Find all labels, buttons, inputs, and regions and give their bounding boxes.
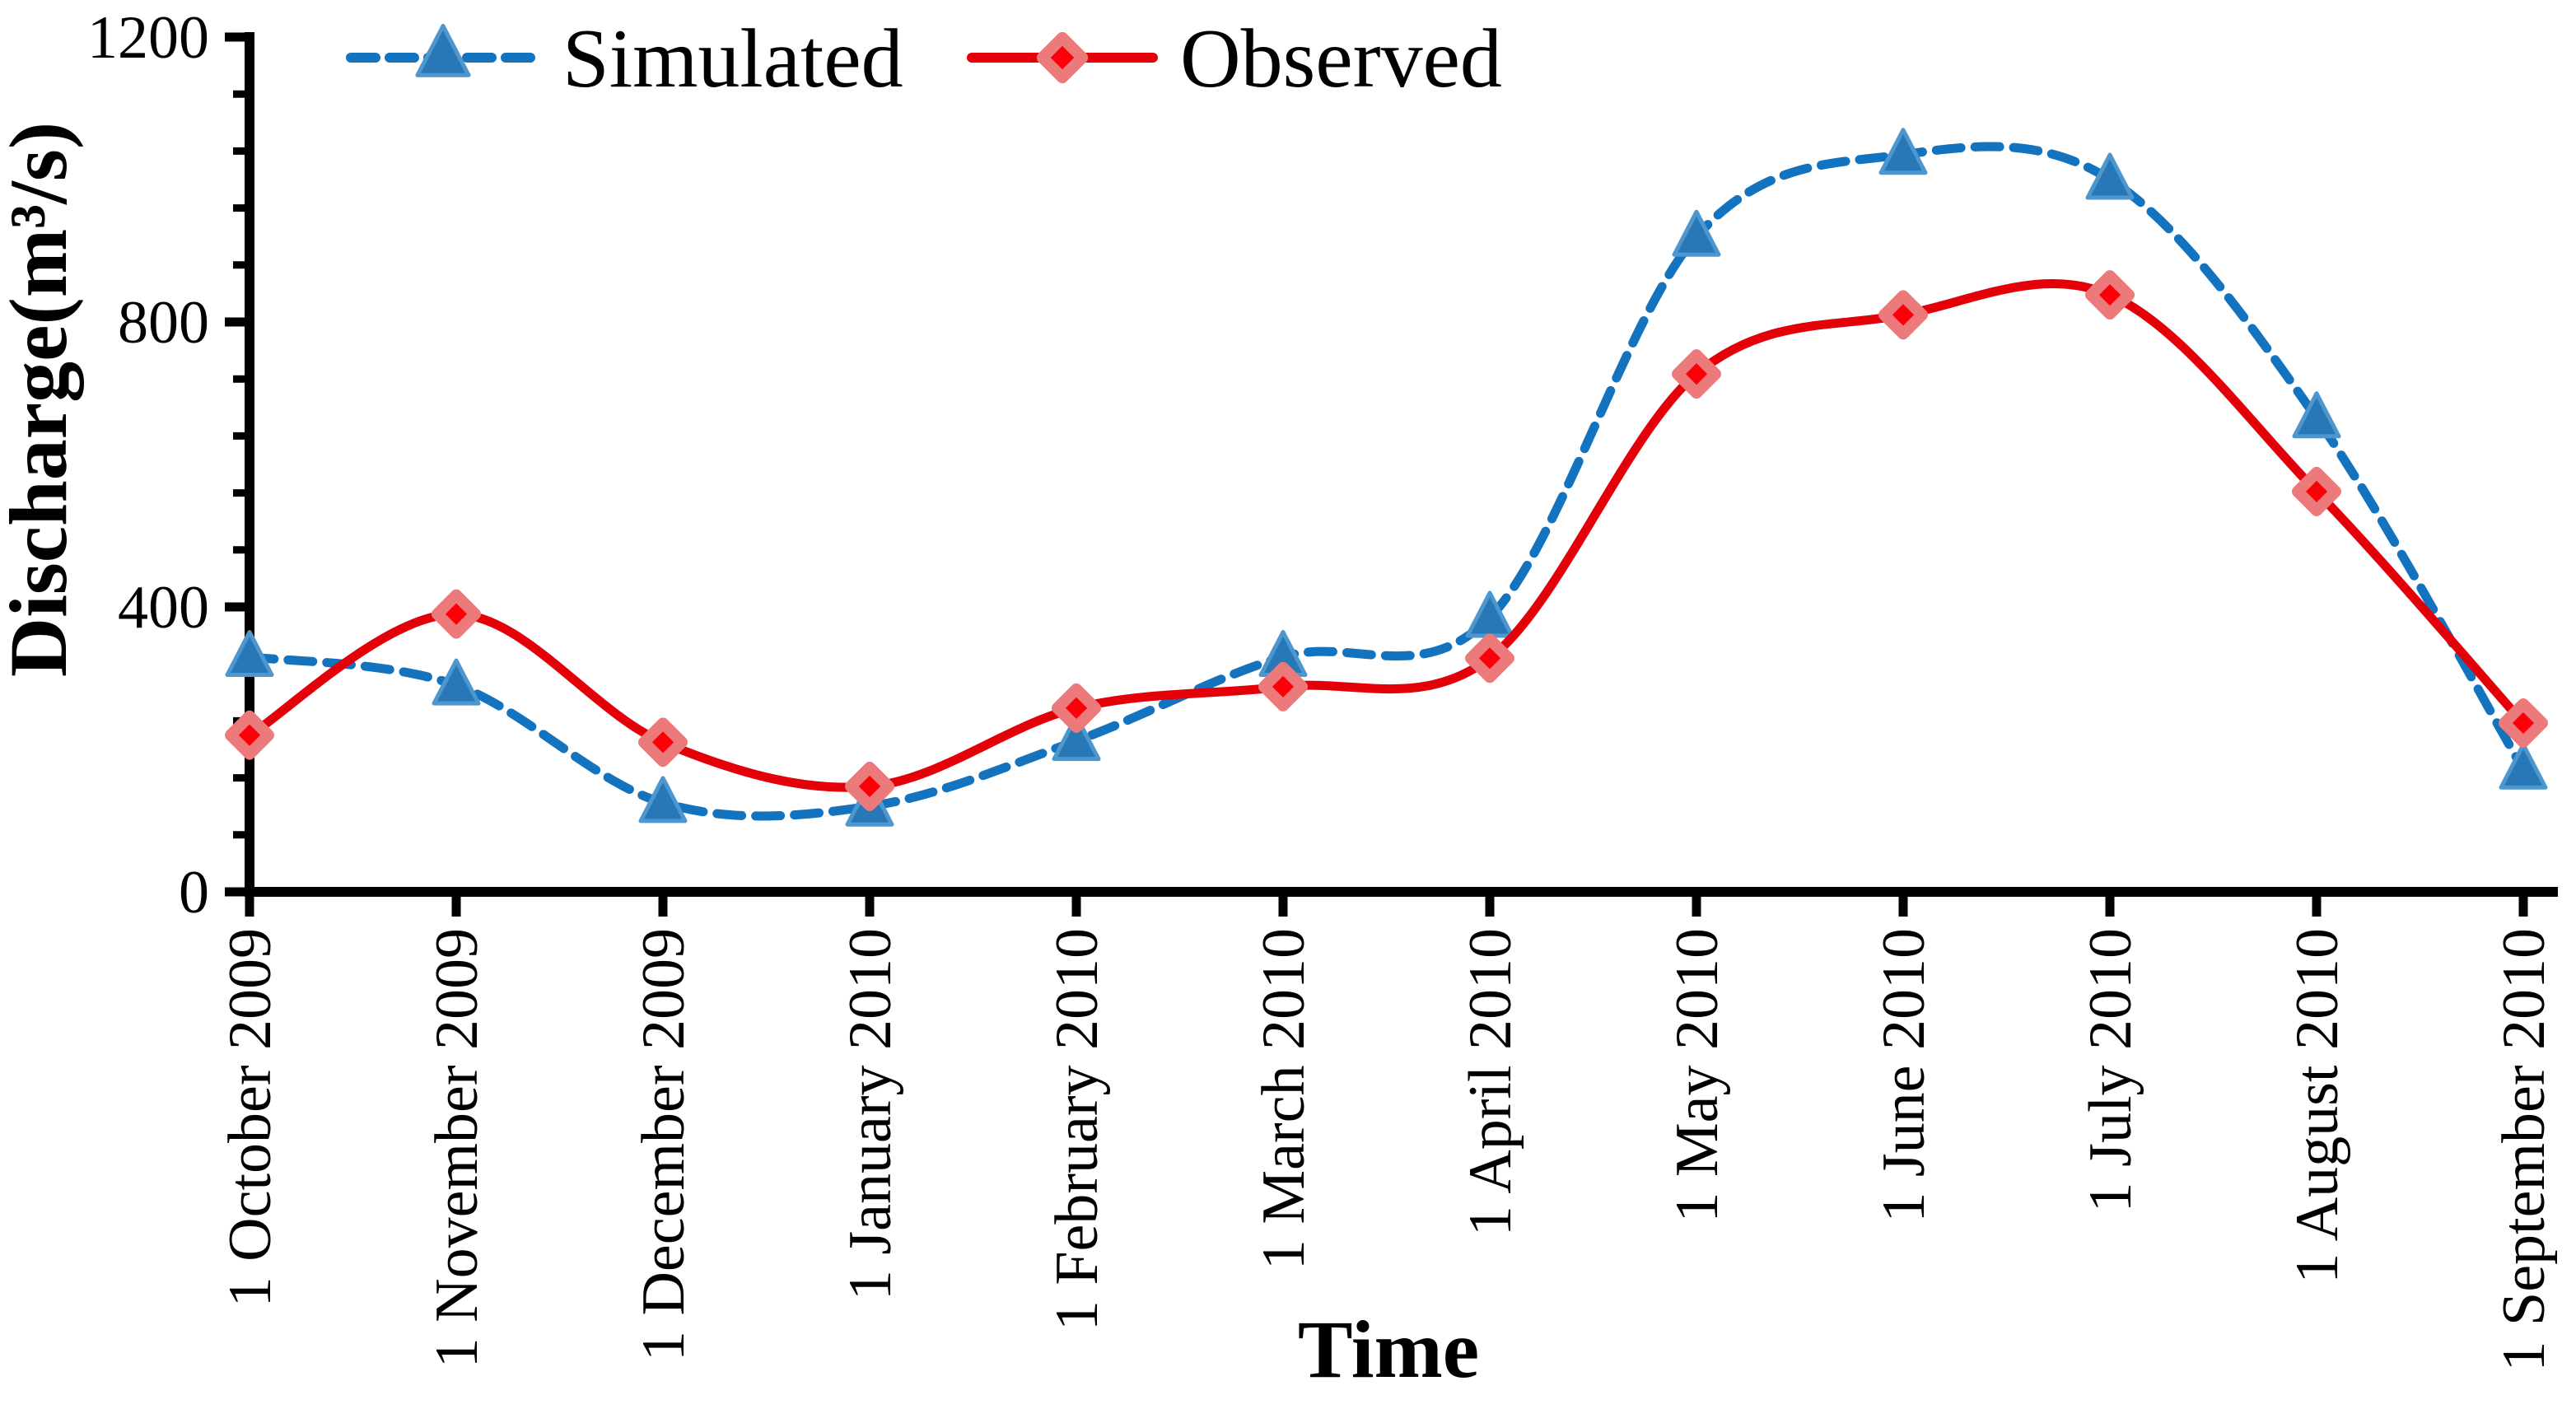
observed-marker (432, 589, 481, 639)
x-tick-label: 1 October 2009 (217, 928, 284, 1307)
x-tick-label: 1 August 2010 (2284, 928, 2351, 1284)
y-tick-label: 800 (118, 289, 209, 357)
observed-marker (638, 717, 688, 767)
x-tick-label: 1 September 2010 (2490, 928, 2558, 1371)
observed-marker (1878, 290, 1928, 340)
observed-marker (845, 761, 894, 811)
legend-observed-marker (1036, 31, 1089, 84)
y-axis-title: Discharge(m³/s) (0, 122, 84, 677)
x-tick-label: 1 December 2009 (630, 928, 698, 1361)
y-tick-label: 0 (179, 859, 209, 926)
observed-marker (1258, 661, 1308, 712)
simulated-marker (432, 658, 481, 706)
observed-marker (2085, 270, 2135, 320)
simulated-marker (2085, 152, 2135, 200)
x-tick-label: 1 April 2010 (1457, 928, 1524, 1236)
observed-marker (225, 710, 274, 760)
simulated-marker (2292, 391, 2341, 439)
x-tick-label: 1 July 2010 (2077, 928, 2144, 1212)
simulated-marker (638, 776, 688, 823)
observed-marker (2292, 466, 2341, 516)
y-tick-label: 1200 (87, 4, 209, 72)
observed-marker (1465, 633, 1514, 684)
observed-marker (1672, 349, 1721, 399)
observed-marker (2499, 698, 2548, 748)
x-tick-label: 1 June 2010 (1870, 928, 1938, 1223)
simulated-line (245, 142, 2528, 821)
y-tick-label: 400 (118, 574, 209, 642)
simulated-marker (225, 630, 274, 678)
x-tick-label: 1 May 2010 (1664, 928, 1731, 1223)
legend-label-observed: Observed (1180, 12, 1502, 105)
chart-generated-layer: 0 400 800 1200 1 October 2009 1 November 2009… (87, 4, 2558, 1371)
legend-label-simulated: Simulated (562, 12, 903, 105)
x-tick-label: 1 February 2010 (1043, 928, 1111, 1331)
simulated-marker (1878, 128, 1928, 175)
legend-simulated-marker (415, 24, 471, 77)
x-axis-title: Time (1298, 1304, 1479, 1395)
observed-marker (1052, 683, 1101, 733)
x-tick-label: 1 November 2009 (423, 928, 491, 1368)
x-tick-label: 1 March 2010 (1250, 928, 1318, 1270)
x-tick-label: 1 January 2010 (837, 928, 904, 1300)
observed-line (245, 279, 2528, 792)
simulated-marker (1672, 209, 1721, 257)
simulated-marker (1052, 714, 1101, 762)
simulated-marker (2499, 742, 2548, 790)
